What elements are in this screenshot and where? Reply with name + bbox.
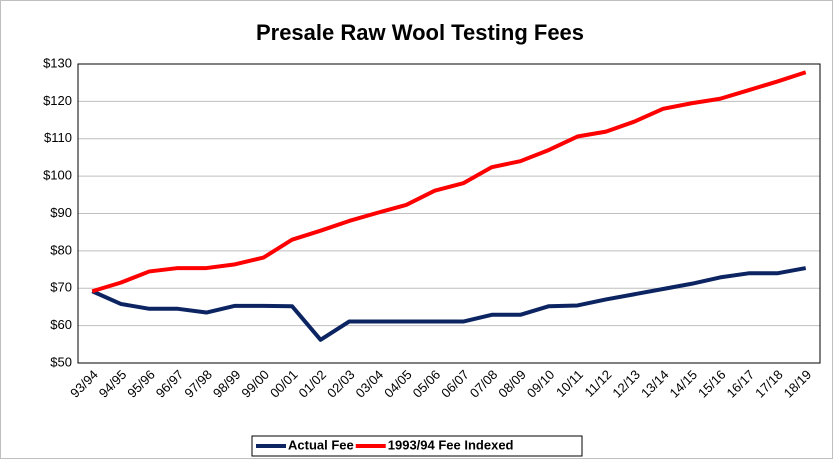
y-tick-label: $120 — [43, 93, 72, 108]
legend-label: Actual Fee — [288, 437, 354, 452]
y-tick-label: $90 — [50, 205, 72, 220]
series-line — [91, 266, 807, 342]
y-tick-label: $60 — [50, 317, 72, 332]
chart-title: Presale Raw Wool Testing Fees — [256, 20, 584, 45]
legend-label: 1993/94 Fee Indexed — [388, 437, 514, 452]
y-tick-label: $70 — [50, 280, 72, 295]
y-tick-label: $130 — [43, 55, 72, 70]
y-tick-label: $50 — [50, 354, 72, 369]
y-tick-label: $110 — [44, 130, 72, 145]
plot-border — [77, 63, 821, 364]
y-tick-label: $100 — [43, 168, 72, 183]
legend-box — [251, 435, 583, 457]
y-tick-label: $80 — [50, 242, 72, 257]
series-line — [91, 70, 807, 294]
